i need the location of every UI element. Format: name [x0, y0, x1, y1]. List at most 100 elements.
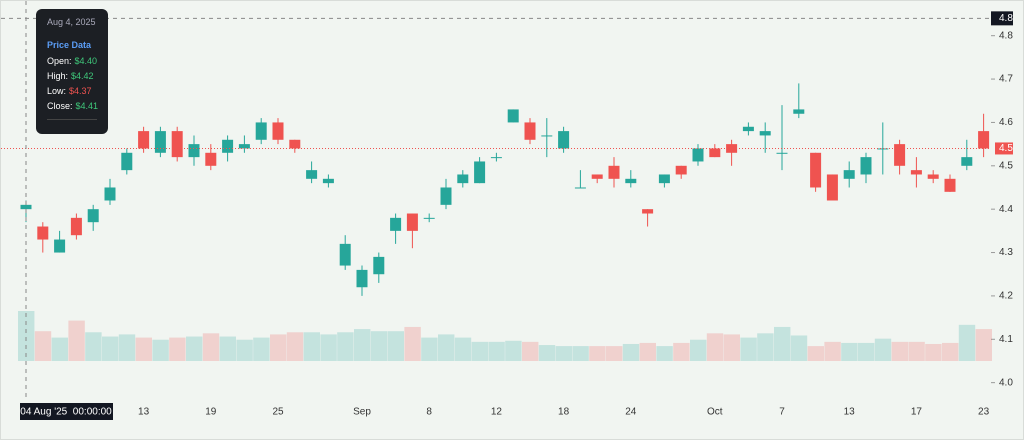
- y-tick-label: 4.0: [999, 377, 1013, 388]
- tooltip-divider: [47, 119, 97, 120]
- volume-bar: [236, 339, 253, 361]
- candle-body: [20, 204, 32, 210]
- candle-body: [322, 178, 334, 184]
- candle-body: [625, 178, 637, 184]
- tooltip-value: $4.41: [75, 101, 99, 111]
- volume-bar: [958, 324, 976, 361]
- candle-body: [440, 187, 452, 205]
- candle-body: [709, 148, 721, 158]
- x-tick-label: 12: [491, 407, 503, 418]
- volume-bar: [85, 332, 102, 361]
- tooltip: Aug 4, 2025 Price Data Open: $4.40 High: $4…: [36, 9, 108, 134]
- candle-body: [104, 187, 116, 201]
- crosshair-price-box: [991, 11, 1013, 26]
- candle-body: [961, 157, 973, 166]
- candle-body: [927, 174, 939, 179]
- tooltip-label: High:: [47, 71, 69, 81]
- tooltip-rows: Open: $4.40 High: $4.42 Low: $4.37 Close: $4.41: [47, 54, 99, 114]
- volume-bar: [891, 341, 908, 361]
- volume-bar: [690, 339, 707, 361]
- volume-bar: [858, 342, 875, 361]
- volume-bar: [740, 337, 757, 361]
- volume-bar: [169, 337, 186, 361]
- volume-bar: [471, 341, 488, 361]
- volume-bar: [841, 342, 858, 361]
- tooltip-value: $4.42: [71, 71, 94, 81]
- x-tick-label: 13: [844, 407, 856, 418]
- y-tick-label: 4.5: [999, 160, 1013, 171]
- x-tick-label: 8: [426, 407, 432, 418]
- volume-bar: [824, 341, 841, 361]
- candle-body: [894, 144, 906, 166]
- candle-body: [205, 152, 217, 166]
- y-tick-label: 4.6: [999, 117, 1013, 128]
- candle-body: [658, 174, 670, 184]
- volume-bar: [18, 311, 35, 361]
- tooltip-row: Close: $4.41: [47, 99, 99, 114]
- volume-bar: [673, 342, 690, 361]
- x-tick-label: 24: [625, 407, 637, 418]
- candle-body: [742, 126, 754, 132]
- volume-bar: [522, 341, 539, 361]
- volume-bar: [118, 334, 136, 361]
- tooltip-label: Open:: [47, 56, 72, 66]
- volume-bar: [925, 343, 942, 361]
- candle-body: [860, 157, 872, 175]
- volume-bar: [723, 334, 740, 361]
- crosshair-time-label: 04 Aug '25 00:00:00: [20, 407, 112, 418]
- candle-body: [507, 109, 519, 123]
- y-tick-label: 4.8: [999, 30, 1013, 41]
- candle-body: [776, 152, 788, 154]
- x-tick-label: Sep: [353, 407, 371, 418]
- y-tick-label: 4.7: [999, 74, 1013, 85]
- volume-bar: [303, 332, 320, 361]
- volume-bar: [505, 340, 522, 361]
- tooltip-heading: Price Data: [47, 40, 92, 50]
- volume-bar: [320, 334, 337, 361]
- candle-body: [390, 217, 402, 231]
- x-tick-label: 7: [779, 407, 785, 418]
- tooltip-value: $4.40: [74, 56, 98, 66]
- last-price-label: 4.5: [999, 143, 1013, 154]
- candle-body: [272, 122, 284, 140]
- volume-bar: [152, 339, 169, 361]
- x-tick-label: 19: [205, 407, 217, 418]
- volume-bar: [135, 337, 152, 361]
- volume-bar: [706, 333, 724, 361]
- candle-body: [188, 144, 200, 158]
- volume-bar: [219, 336, 236, 361]
- tooltip-label: Close:: [47, 101, 73, 111]
- volume-bar: [34, 331, 52, 361]
- x-tick-label: 17: [911, 407, 923, 418]
- volume-bar: [421, 337, 438, 361]
- tooltip-row: High: $4.42: [47, 69, 97, 84]
- volume-bar: [572, 346, 589, 361]
- candle-body: [423, 217, 435, 219]
- volume-bar: [488, 341, 505, 361]
- last-price-box: [995, 142, 1013, 155]
- volume-bar: [606, 346, 623, 361]
- candle-body: [910, 170, 922, 175]
- candle-body: [541, 135, 553, 137]
- tooltip-row: Open: $4.40: [47, 54, 97, 69]
- candle-body: [54, 239, 66, 253]
- candle-body: [843, 170, 855, 179]
- volume-bar: [202, 333, 220, 361]
- candle-body: [524, 122, 536, 140]
- x-tick-label: 18: [558, 407, 570, 418]
- y-tick-label: 4.1: [999, 334, 1013, 345]
- tooltip-date: Aug 4, 2025: [47, 17, 96, 27]
- candle-body: [675, 165, 687, 175]
- candle-body: [558, 131, 570, 149]
- candle-body: [289, 139, 301, 149]
- volume-bar: [438, 334, 455, 361]
- candle-body: [759, 131, 771, 136]
- volume-bar: [874, 338, 892, 361]
- tooltip-row: Low: $4.37: [47, 84, 97, 99]
- volume-bar: [102, 336, 119, 361]
- candle-body: [171, 131, 183, 158]
- volume-bar: [354, 329, 371, 361]
- candle-body: [642, 209, 654, 214]
- volume-bar: [807, 346, 824, 361]
- candle-body: [373, 256, 385, 275]
